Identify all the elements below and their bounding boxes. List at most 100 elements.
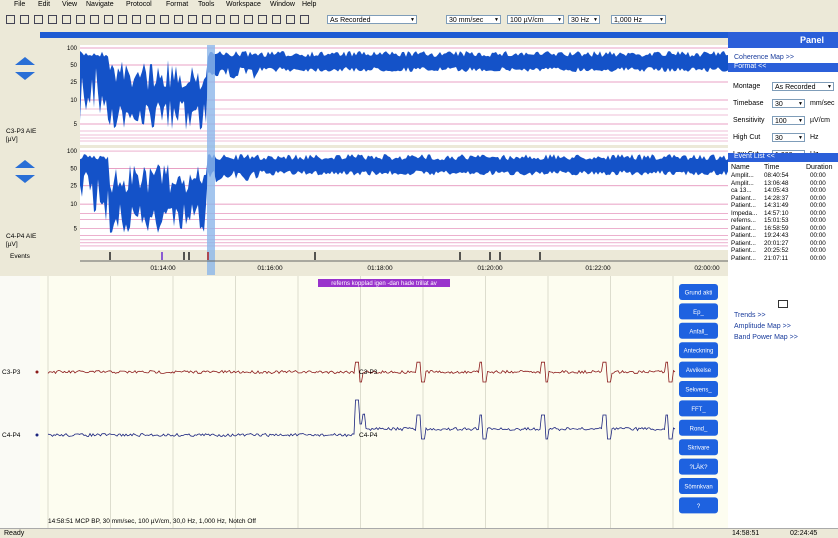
menu-item[interactable]: Format	[166, 1, 189, 8]
tool-icon[interactable]	[62, 15, 71, 24]
tool-icon[interactable]	[48, 15, 57, 24]
unit-label: [µV]	[6, 136, 18, 143]
button[interactable]: FFT_	[679, 400, 718, 417]
field-select[interactable]: 30	[772, 133, 805, 143]
event-cell: 00:00	[810, 187, 826, 194]
tool-icon[interactable]	[6, 15, 15, 24]
menu-item[interactable]: Help	[302, 1, 317, 8]
print-icon[interactable]	[778, 300, 788, 308]
menu-item[interactable]: Window	[270, 1, 295, 8]
dropdown[interactable]: 30 Hz	[568, 15, 600, 25]
button[interactable]: Avvikelse	[679, 361, 718, 378]
tool-icon[interactable]	[230, 15, 239, 24]
menu-item[interactable]: Navigate	[86, 1, 114, 8]
menu-item[interactable]: Edit	[38, 1, 51, 8]
tool-icon[interactable]	[286, 15, 295, 24]
tool-icon[interactable]	[202, 15, 211, 24]
button-bg	[679, 400, 718, 417]
button-label: Ep_	[693, 310, 704, 316]
tool-icon[interactable]	[216, 15, 225, 24]
side-panel: Panel Coherence Map >> Format << Montage As …	[728, 32, 838, 528]
menu-item[interactable]: View	[62, 1, 78, 8]
menu-item[interactable]: Tools	[198, 1, 215, 8]
events-label: Events	[10, 253, 31, 260]
button-bg	[679, 478, 718, 494]
tool-icon[interactable]	[34, 15, 43, 24]
panel-link[interactable]: Band Power Map >>	[734, 334, 798, 341]
event-list-bar[interactable]: Event List <<	[728, 153, 838, 162]
dropdown[interactable]: 30 mm/sec	[446, 15, 501, 25]
scroll-strip	[40, 32, 728, 38]
y-tick-label: 25	[70, 80, 77, 86]
button[interactable]: ?LÄK?	[679, 458, 718, 475]
tool-icon[interactable]	[174, 15, 183, 24]
field-select[interactable]: 30	[772, 99, 805, 109]
eeg-bg	[0, 276, 728, 528]
tool-icon[interactable]	[300, 15, 309, 24]
dropdown[interactable]: 100 µV/cm	[507, 15, 564, 25]
event-cell: ca 13...	[731, 187, 752, 194]
time-label: 01:20:00	[477, 265, 503, 272]
channel-label: C4-P4 AIE	[6, 233, 37, 240]
field-label: Sensitivity	[733, 117, 765, 124]
column-header: Duration	[806, 164, 833, 171]
button-label: Anfall_	[689, 329, 708, 335]
annotation: referns kopplad igen -dan hade trillat a…	[331, 281, 436, 287]
column-header: Name	[731, 164, 750, 171]
button[interactable]: Rond_	[679, 419, 718, 436]
time-label: 01:16:00	[257, 265, 283, 272]
panel-link[interactable]: Amplitude Map >>	[734, 323, 791, 330]
button-label: Skrivare	[687, 446, 710, 452]
dropdown[interactable]: 1,000 Hz	[611, 15, 666, 25]
button[interactable]: Grund akti	[679, 284, 718, 300]
time-label: 01:22:00	[585, 265, 611, 272]
y-tick-label: 5	[74, 122, 78, 128]
tool-icon[interactable]	[118, 15, 127, 24]
tool-icon[interactable]	[90, 15, 99, 24]
button[interactable]: Anteckning	[679, 342, 718, 359]
dropdown[interactable]: As Recorded	[327, 15, 417, 25]
event-cell: 19:24:43	[764, 232, 789, 239]
tool-icon[interactable]	[272, 15, 281, 24]
event-cell: 00:00	[810, 194, 826, 202]
format-bar[interactable]: Format <<	[728, 63, 838, 72]
button-bg	[679, 322, 718, 339]
tool-icon[interactable]	[146, 15, 155, 24]
event-cell: Patient...	[731, 194, 756, 202]
event-cell: 00:00	[810, 209, 826, 217]
inline-channel: C3-P3	[359, 369, 378, 376]
button[interactable]: ?	[679, 497, 718, 514]
button[interactable]: Ep_	[679, 303, 718, 320]
tool-icon[interactable]	[20, 15, 29, 24]
button[interactable]: Skrivare	[679, 439, 718, 456]
menu-item[interactable]: File	[14, 1, 26, 8]
event-cell: 00:00	[810, 202, 826, 209]
button-bg	[679, 497, 718, 514]
panel-link[interactable]: Trends >>	[734, 312, 766, 319]
tool-icon[interactable]	[188, 15, 197, 24]
button[interactable]: Sömnkvan	[679, 478, 718, 494]
tool-icon[interactable]	[76, 15, 85, 24]
cursor-band	[207, 45, 215, 275]
menu-item[interactable]: Workspace	[226, 1, 261, 8]
tool-icon[interactable]	[160, 15, 169, 24]
status-duration: 02:24:45	[790, 530, 818, 537]
eeg-trace	[47, 399, 676, 440]
button[interactable]: Anfall_	[679, 322, 718, 339]
tool-icon[interactable]	[244, 15, 253, 24]
menu-item[interactable]: Protocol	[126, 1, 152, 8]
tool-icon[interactable]	[132, 15, 141, 24]
field-select[interactable]: As Recorded	[772, 82, 834, 92]
event-cell: 14:31:49	[764, 202, 789, 209]
tool-icon[interactable]	[104, 15, 113, 24]
channel-dot	[35, 433, 39, 437]
event-cell: Patient...	[731, 224, 756, 232]
field-select[interactable]: 100	[772, 116, 805, 126]
channel-name: C4-P4	[2, 432, 21, 439]
coherence-link[interactable]: Coherence Map >>	[734, 54, 794, 61]
button[interactable]: Sekvens_	[679, 381, 718, 397]
tool-icon[interactable]	[258, 15, 267, 24]
scroll-up	[15, 160, 35, 168]
eeg-trace	[47, 361, 676, 383]
